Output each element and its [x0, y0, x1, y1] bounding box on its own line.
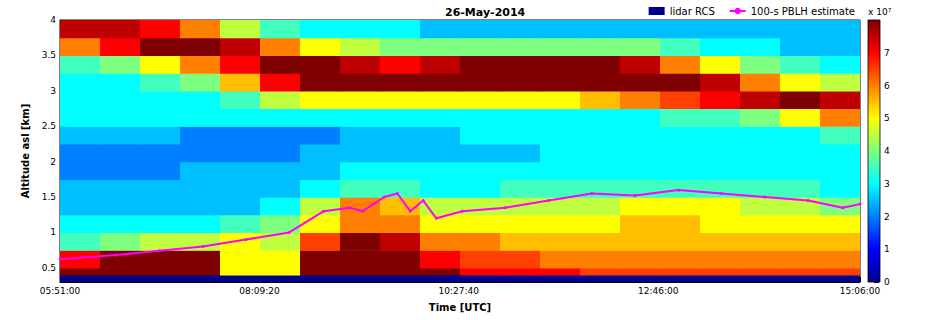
svg-text:x 10⁷: x 10⁷	[868, 7, 892, 17]
svg-text:1: 1	[50, 227, 56, 237]
svg-text:08:09:20: 08:09:20	[239, 286, 280, 296]
svg-text:4: 4	[50, 15, 56, 25]
svg-text:3: 3	[884, 179, 890, 189]
svg-text:6: 6	[884, 81, 890, 91]
svg-text:12:46:00: 12:46:00	[638, 286, 679, 296]
svg-text:26-May-2014: 26-May-2014	[445, 6, 526, 19]
svg-text:2: 2	[50, 157, 56, 167]
svg-text:0: 0	[884, 277, 890, 287]
svg-text:05:51:00: 05:51:00	[40, 286, 81, 296]
svg-text:1.5: 1.5	[42, 192, 56, 202]
svg-text:Altitude asl [km]: Altitude asl [km]	[20, 104, 31, 199]
svg-text:3.5: 3.5	[42, 50, 56, 60]
svg-text:2.5: 2.5	[42, 121, 56, 131]
svg-text:lidar RCS: lidar RCS	[670, 6, 715, 17]
svg-text:Time [UTC]: Time [UTC]	[429, 302, 491, 313]
svg-text:5: 5	[884, 113, 890, 123]
svg-text:15:06:00: 15:06:00	[840, 286, 881, 296]
svg-text:7: 7	[884, 48, 890, 58]
svg-text:100-s PBLH estimate: 100-s PBLH estimate	[751, 6, 855, 17]
svg-text:4: 4	[884, 146, 890, 156]
svg-text:2: 2	[884, 212, 890, 222]
svg-text:1: 1	[884, 244, 890, 254]
svg-text:0.5: 0.5	[42, 263, 56, 273]
svg-text:3: 3	[50, 86, 56, 96]
svg-text:10:27:40: 10:27:40	[439, 286, 480, 296]
